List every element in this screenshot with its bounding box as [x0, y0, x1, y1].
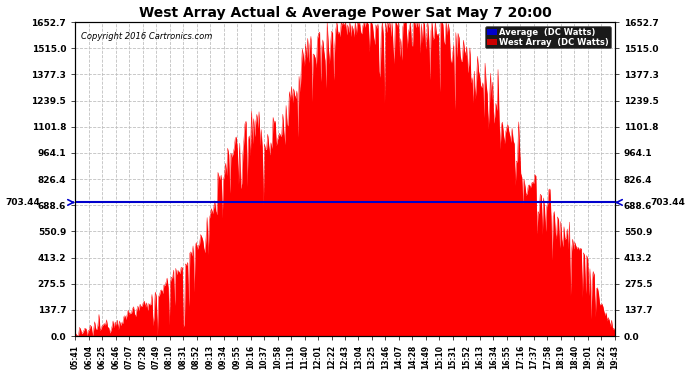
Text: 703.44: 703.44 [6, 198, 40, 207]
Legend: Average  (DC Watts), West Array  (DC Watts): Average (DC Watts), West Array (DC Watts… [485, 26, 611, 48]
Title: West Array Actual & Average Power Sat May 7 20:00: West Array Actual & Average Power Sat Ma… [139, 6, 551, 20]
Text: Copyright 2016 Cartronics.com: Copyright 2016 Cartronics.com [81, 32, 212, 40]
Text: 703.44: 703.44 [650, 198, 684, 207]
